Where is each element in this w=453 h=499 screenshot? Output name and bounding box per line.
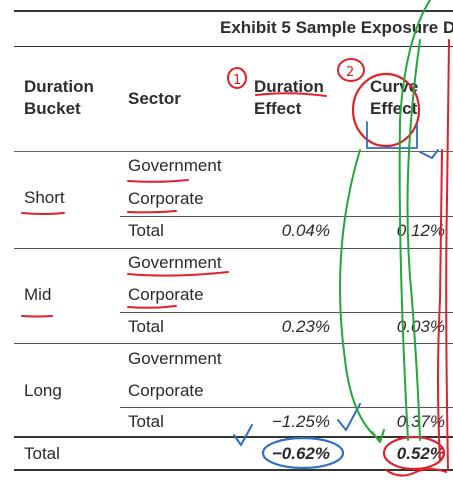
grand-total-label: Total (24, 444, 60, 463)
exhibit-title: Exhibit 5 Sample Exposure D (220, 18, 453, 37)
header-curve-effect: Curve Effect (370, 77, 419, 118)
short-total-duration-effect: 0.04% (281, 221, 330, 240)
long-corporate-sector: Corporate (128, 381, 204, 400)
grand-total-rule (14, 436, 453, 438)
mid-total-rule (120, 312, 453, 313)
short-bucket-rule (14, 248, 453, 249)
header-sector: Sector (128, 89, 181, 108)
bucket-short-label: Short (24, 188, 65, 207)
bucket-long-label: Long (24, 381, 62, 400)
circle-marker-2 (337, 58, 365, 82)
long-total-curve-effect: 0.37% (396, 412, 445, 431)
header-duration-effect: Duration Effect (254, 77, 324, 118)
mid-total-curve-effect: 0.03% (396, 317, 445, 336)
bucket-mid-label: Mid (24, 285, 52, 304)
underline-short-corporate (127, 210, 177, 214)
green-arrow-2 (339, 149, 381, 441)
underline-short-government (127, 179, 189, 183)
title-rule (14, 46, 453, 47)
mid-government-sector: Government (128, 253, 222, 272)
header-duration-bucket: Duration Bucket (24, 77, 94, 118)
bottom-rule (14, 469, 453, 471)
green-arrow-1 (398, 0, 431, 441)
long-government-sector: Government (128, 349, 222, 368)
long-total-rule (120, 407, 453, 408)
short-total-curve-effect: 0.12% (396, 221, 445, 240)
short-government-sector: Government (128, 156, 222, 175)
top-rule (14, 10, 453, 12)
underline-mid (21, 315, 53, 318)
mid-bucket-rule (14, 343, 453, 344)
mid-total-sector: Total (128, 317, 164, 336)
circle-number-1: 1 (233, 73, 241, 88)
long-total-sector: Total (128, 412, 164, 431)
grand-total-duration-effect: −0.62% (271, 444, 330, 463)
mid-total-duration-effect: 0.23% (281, 317, 330, 336)
circle-marker-1 (227, 67, 247, 89)
circle-number-2: 2 (346, 65, 354, 80)
short-total-sector: Total (128, 221, 164, 240)
mid-corporate-sector: Corporate (128, 285, 204, 304)
short-total-rule (120, 216, 453, 217)
underline-short (21, 212, 65, 215)
underline-mid-corporate (127, 305, 177, 309)
short-corporate-sector: Corporate (128, 189, 204, 208)
long-total-duration-effect: −1.25% (271, 412, 330, 431)
grand-total-curve-effect: 0.52% (396, 444, 445, 463)
curve-effect-box (366, 121, 418, 149)
header-rule (14, 151, 453, 152)
red-vertical-line-2 (445, 39, 450, 471)
